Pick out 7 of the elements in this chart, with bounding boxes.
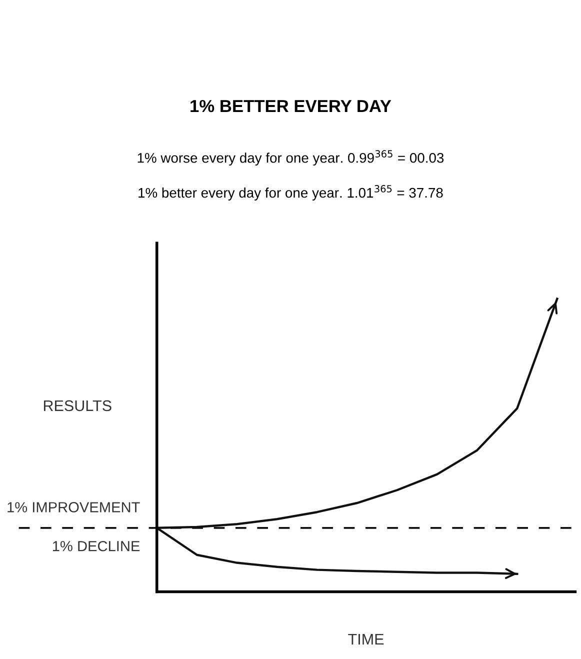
- chart-subtitle: 1% worse every day for one year. 0.99$^{365}$ = 00.03: [138, 150, 444, 166]
- text: 1% better every day for one year. 1.01$^{365}$ = 37.78: [138, 185, 443, 200]
- series-label: 1% DECLINE: [52, 540, 140, 552]
- chart-title: 1% BETTER EVERY DAY: [190, 100, 392, 112]
- x-axis-title: TIME: [348, 634, 384, 645]
- y-axis-title: RESULTS: [44, 400, 112, 412]
- series-label: 1% IMPROVEMENT: [8, 502, 140, 512]
